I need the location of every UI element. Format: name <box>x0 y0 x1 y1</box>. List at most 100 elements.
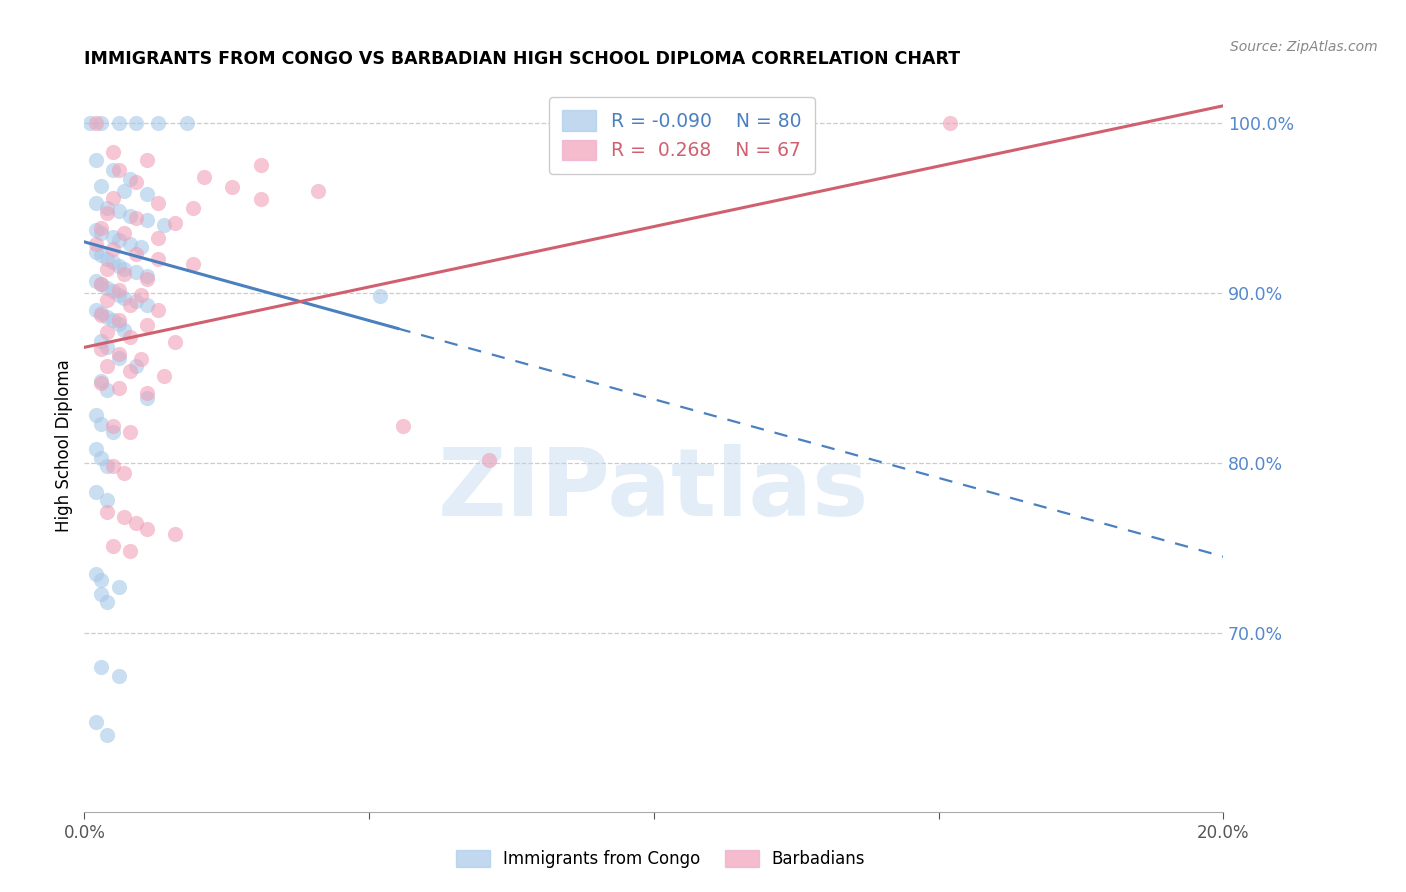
Point <box>90 417 112 431</box>
Point <box>124 175 146 189</box>
Point <box>107 283 129 297</box>
Point <box>165 216 187 230</box>
Point <box>96 383 118 397</box>
Point <box>118 364 141 378</box>
Point <box>112 291 135 305</box>
Point <box>90 660 112 674</box>
Point <box>107 259 129 273</box>
Point <box>131 352 153 367</box>
Point <box>107 163 129 178</box>
Point <box>101 418 124 433</box>
Point <box>107 116 129 130</box>
Point <box>124 211 146 225</box>
Point <box>90 277 112 292</box>
Point <box>107 287 129 301</box>
Point <box>118 330 141 344</box>
Point <box>101 145 124 159</box>
Point <box>181 201 204 215</box>
Point <box>96 459 118 474</box>
Y-axis label: High School Diploma: High School Diploma <box>55 359 73 533</box>
Point <box>101 242 124 256</box>
Point <box>90 248 112 262</box>
Point <box>96 293 118 307</box>
Point <box>112 323 135 337</box>
Point <box>101 163 124 178</box>
Point <box>250 192 273 206</box>
Point <box>118 425 141 440</box>
Text: ZIPatlas: ZIPatlas <box>439 444 869 536</box>
Point <box>96 252 118 266</box>
Point <box>136 268 159 283</box>
Point <box>84 195 107 210</box>
Point <box>193 170 215 185</box>
Point <box>118 544 141 558</box>
Point <box>84 714 107 729</box>
Point <box>107 317 129 331</box>
Point <box>84 223 107 237</box>
Point <box>118 172 141 186</box>
Point <box>107 668 129 682</box>
Point <box>90 277 112 292</box>
Point <box>118 210 141 224</box>
Point <box>112 227 135 241</box>
Point <box>136 272 159 286</box>
Point <box>136 522 159 536</box>
Point <box>90 227 112 241</box>
Point <box>101 255 124 269</box>
Point <box>307 184 329 198</box>
Point <box>118 298 141 312</box>
Point <box>90 178 112 193</box>
Point <box>148 302 170 317</box>
Point <box>96 310 118 324</box>
Point <box>165 335 187 350</box>
Point <box>112 262 135 277</box>
Point <box>84 484 107 499</box>
Point <box>107 347 129 361</box>
Point <box>90 574 112 588</box>
Point <box>136 212 159 227</box>
Point <box>118 236 141 251</box>
Point <box>96 359 118 373</box>
Point <box>101 313 124 327</box>
Point <box>107 204 129 219</box>
Point <box>153 218 176 232</box>
Point <box>107 313 129 327</box>
Point <box>90 334 112 348</box>
Point <box>939 116 962 130</box>
Point <box>250 158 273 172</box>
Point <box>124 247 146 261</box>
Point <box>90 308 112 322</box>
Point <box>136 386 159 401</box>
Point <box>124 116 146 130</box>
Point <box>90 306 112 320</box>
Point <box>84 116 107 130</box>
Legend: R = -0.090    N = 80, R =  0.268    N = 67: R = -0.090 N = 80, R = 0.268 N = 67 <box>550 97 815 174</box>
Point <box>165 527 187 541</box>
Point <box>153 369 176 384</box>
Point <box>84 245 107 260</box>
Point <box>96 281 118 295</box>
Point <box>101 229 124 244</box>
Point <box>136 392 159 406</box>
Point <box>96 340 118 354</box>
Point <box>136 298 159 312</box>
Point <box>96 595 118 609</box>
Point <box>107 233 129 247</box>
Title: IMMIGRANTS FROM CONGO VS BARBADIAN HIGH SCHOOL DIPLOMA CORRELATION CHART: IMMIGRANTS FROM CONGO VS BARBADIAN HIGH … <box>84 50 960 68</box>
Point <box>96 505 118 519</box>
Point <box>124 294 146 309</box>
Point <box>96 728 118 742</box>
Point <box>181 257 204 271</box>
Point <box>478 452 501 467</box>
Point <box>136 153 159 168</box>
Point <box>101 459 124 474</box>
Point <box>107 351 129 365</box>
Point <box>90 221 112 235</box>
Point <box>148 195 170 210</box>
Point <box>124 359 146 373</box>
Point <box>136 187 159 202</box>
Point <box>96 325 118 339</box>
Point <box>90 116 112 130</box>
Point <box>84 274 107 288</box>
Point <box>221 180 243 194</box>
